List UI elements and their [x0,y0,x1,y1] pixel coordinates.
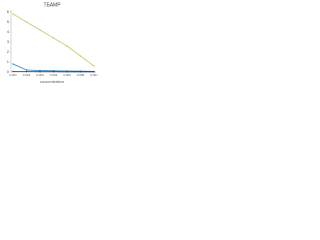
data-point [12,70,14,73]
x-tick-label: 0.004 [50,73,58,77]
x-tick-label: 0.003 [36,73,44,77]
y-tick-label: 6 [7,9,10,14]
data-point [12,13,14,15]
data-point [79,55,82,57]
background [0,0,100,100]
data-point [52,71,55,73]
x-tick-label: 0.002 [23,73,31,77]
data-point [66,71,68,73]
data-point [93,65,95,67]
chart: ТБАМР concentration 0 1 2 3 4 5 6 0.001 0.002 0.0… [0,0,100,100]
x-tick-label: 0.001 [9,73,17,77]
x-tick-label: 0.007 [90,73,98,77]
y-tick-label: 4 [7,29,10,34]
y-tick-label: 2 [7,49,10,54]
data-point [93,71,95,73]
chart-title: ТБАМР [43,2,61,8]
y-tick-label: 3 [7,39,10,44]
data-point [66,45,68,47]
x-axis-label: concentration [40,79,64,84]
data-point [25,70,28,73]
x-tick-label: 0.006 [77,73,85,77]
data-point [39,71,41,73]
data-point [52,37,55,39]
y-tick-label: 0 [7,69,10,74]
data-point [79,71,82,73]
data-point [25,69,28,71]
y-tick-label: 5 [7,19,10,24]
data-point [25,21,28,23]
x-tick-label: 0.005 [63,73,71,77]
data-point [39,29,41,31]
data-point [12,63,14,65]
data-point [39,69,41,72]
y-tick-label: 1 [7,59,10,64]
